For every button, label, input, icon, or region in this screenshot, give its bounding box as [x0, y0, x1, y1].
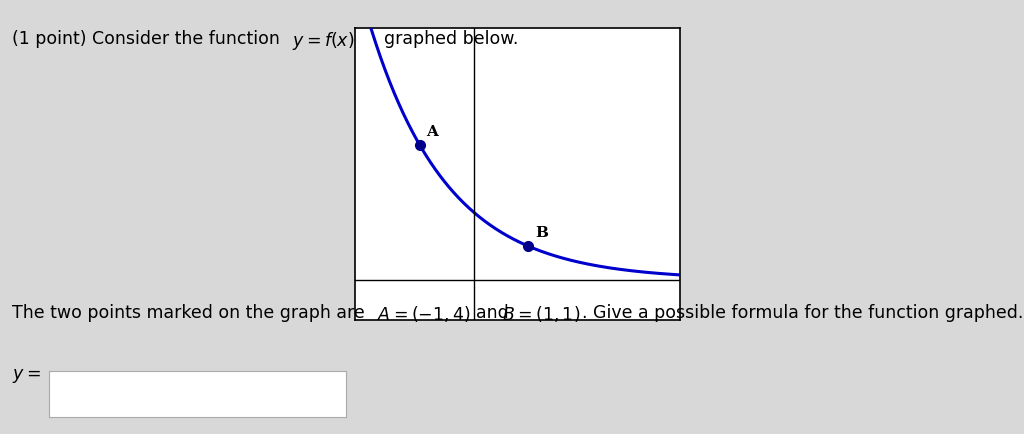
Text: The two points marked on the graph are: The two points marked on the graph are [12, 304, 371, 322]
Text: . Give a possible formula for the function graphed.: . Give a possible formula for the functi… [582, 304, 1023, 322]
Text: $A = (-1, 4)$: $A = (-1, 4)$ [377, 304, 471, 324]
Text: $B = (1, 1)$: $B = (1, 1)$ [502, 304, 580, 324]
Text: $y =$: $y =$ [12, 367, 41, 385]
Text: B: B [535, 226, 548, 240]
Text: $y = f(x)$: $y = f(x)$ [292, 30, 354, 53]
Text: A: A [427, 125, 438, 139]
Text: graphed below.: graphed below. [384, 30, 518, 48]
Text: (1 point) Consider the function: (1 point) Consider the function [12, 30, 286, 48]
Text: and: and [476, 304, 509, 322]
